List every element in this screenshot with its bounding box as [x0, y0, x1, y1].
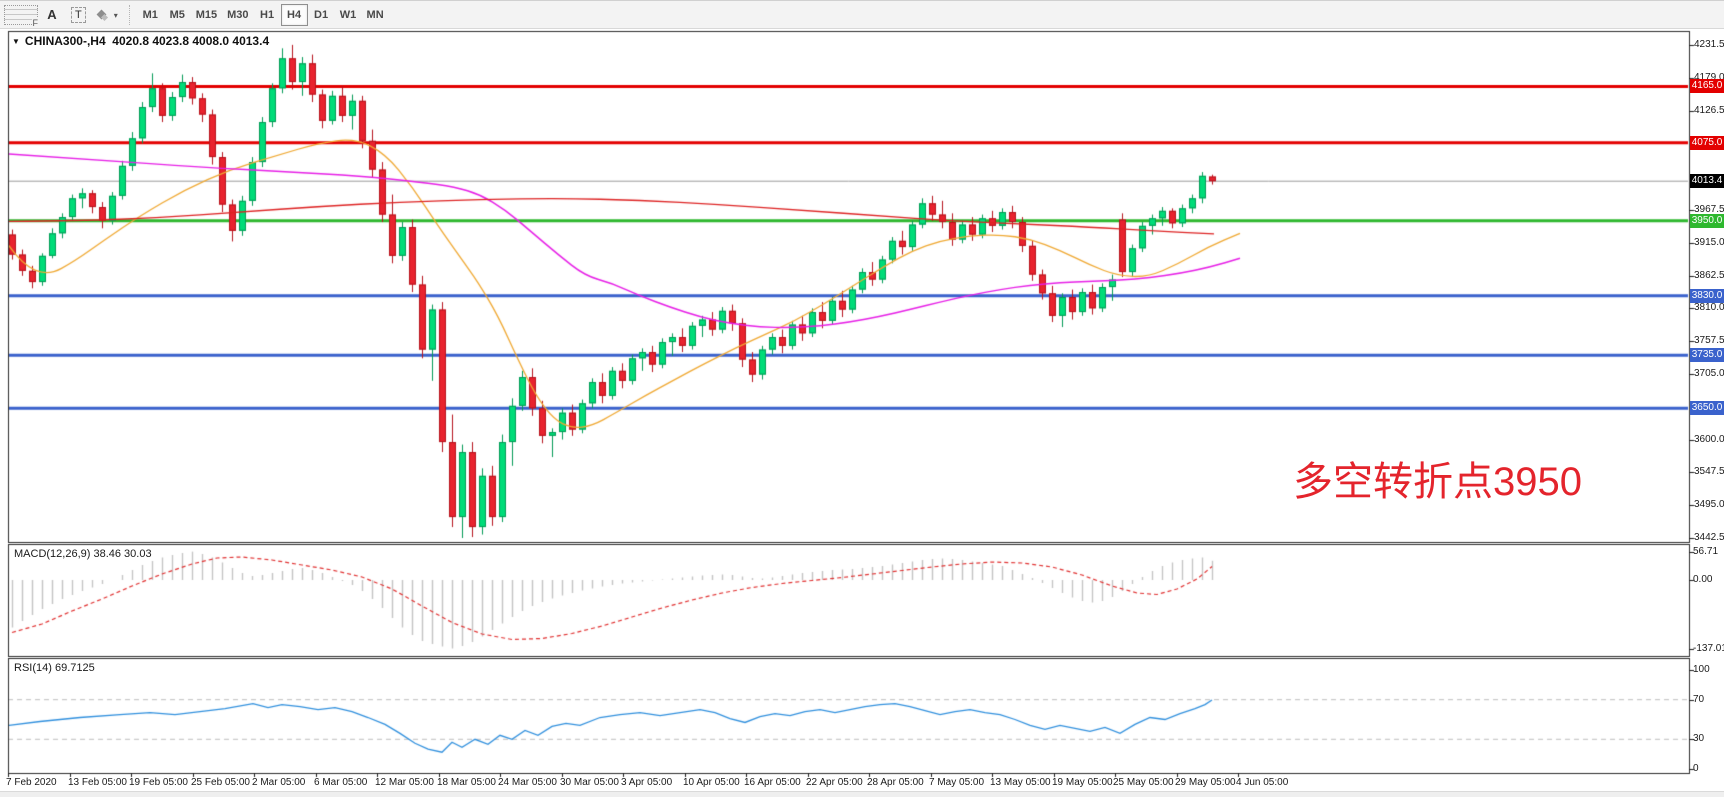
price-axis-tick-label: 3547.5	[1694, 466, 1724, 478]
price-axis-tick-label: 3600.0	[1694, 433, 1724, 445]
macd-axis-tick-label: 56.71	[1693, 545, 1719, 557]
chevron-down-icon: ▼	[12, 37, 20, 46]
price-axis-tick-label: 4126.5	[1694, 104, 1724, 116]
price-axis-tick-label: 3442.5	[1694, 532, 1724, 543]
price-axis-tick-label: 3915.0	[1694, 236, 1724, 248]
price-level-tag: 3735.0	[1690, 348, 1724, 363]
price-axis-tick-label: 4179.0	[1694, 71, 1724, 83]
rsi-indicator-label: RSI(14) 69.7125	[14, 662, 95, 674]
chart-symbol-title: ▼ CHINA300-,H4 4020.8 4023.8 4008.0 4013.…	[12, 34, 269, 48]
date-axis-label: 7 May 05:00	[929, 777, 985, 788]
price-axis-tick-label: 3862.5	[1694, 269, 1724, 281]
rsi-axis-tick-label: 0	[1693, 763, 1699, 774]
date-axis-label: 7 Feb 2020	[6, 777, 57, 788]
macd-axis-tick-label: 0.00	[1693, 574, 1713, 585]
date-axis-label: 28 Apr 05:00	[867, 777, 924, 788]
date-axis-label: 6 Mar 05:00	[314, 777, 368, 788]
price-axis-tick-label: 4231.5	[1694, 38, 1724, 50]
date-axis-label: 10 Apr 05:00	[683, 777, 740, 788]
rsi-axis-tick-label: 70	[1693, 693, 1705, 705]
price-axis-tick-label: 3705.0	[1694, 367, 1724, 379]
date-axis-label: 2 Mar 05:00	[252, 777, 306, 788]
date-axis-label: 19 Feb 05:00	[129, 777, 188, 788]
price-level-tag: 4013.4	[1690, 174, 1724, 189]
date-axis-label: 3 Apr 05:00	[621, 777, 673, 788]
price-axis-tick-label: 3495.0	[1694, 499, 1724, 511]
rsi-axis-tick-label: 30	[1693, 733, 1705, 745]
date-axis-label: 25 Feb 05:00	[191, 777, 250, 788]
date-axis-label: 18 Mar 05:00	[437, 777, 496, 788]
date-axis-label: 22 Apr 05:00	[806, 777, 863, 788]
date-axis-label: 13 May 05:00	[990, 777, 1051, 788]
price-level-tag: 3650.0	[1690, 401, 1724, 416]
price-axis-tick-label: 3810.0	[1694, 302, 1724, 314]
date-axis-label: 30 Mar 05:00	[560, 777, 619, 788]
date-axis-label: 25 May 05:00	[1113, 777, 1174, 788]
date-axis-label: 29 May 05:00	[1175, 777, 1236, 788]
price-axis-tick-label: 3757.5	[1694, 335, 1724, 347]
price-level-tag: 3830.0	[1690, 288, 1724, 303]
macd-indicator-label: MACD(12,26,9) 38.46 30.03	[14, 548, 152, 560]
rsi-axis-tick-label: 100	[1693, 664, 1710, 675]
price-level-tag: 4075.0	[1690, 135, 1724, 150]
price-axis-tick-label: 3967.5	[1694, 203, 1724, 215]
macd-axis-tick-label: -137.01	[1693, 642, 1724, 654]
symbol-name: CHINA300-,H4	[24, 34, 106, 48]
window-bottom-edge	[0, 791, 1724, 797]
date-axis-label: 24 Mar 05:00	[498, 777, 557, 788]
ohlc-readout: 4020.8 4023.8 4008.0 4013.4	[112, 34, 270, 48]
price-level-tag: 4165.0	[1690, 79, 1724, 94]
date-axis-label: 13 Feb 05:00	[68, 777, 127, 788]
price-level-tag: 3950.0	[1690, 213, 1724, 228]
chart-text-annotation[interactable]: 多空转折点3950	[1293, 460, 1582, 504]
date-axis-label: 4 Jun 05:00	[1236, 777, 1289, 788]
date-axis-label: 19 May 05:00	[1052, 777, 1113, 788]
date-axis-label: 12 Mar 05:00	[375, 777, 434, 788]
date-axis-label: 16 Apr 05:00	[744, 777, 801, 788]
